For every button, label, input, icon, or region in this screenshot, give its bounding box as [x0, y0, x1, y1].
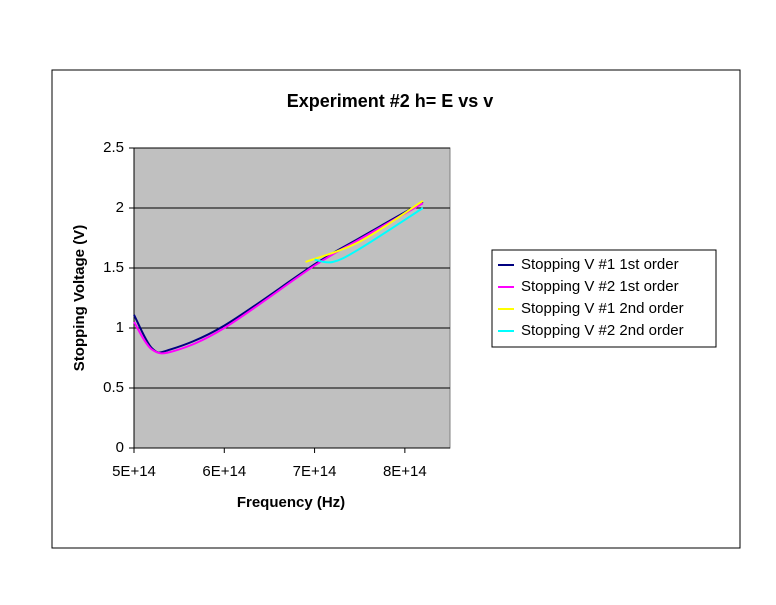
legend-label: Stopping V #1 1st order: [521, 256, 679, 273]
legend-label: Stopping V #2 2nd order: [521, 322, 684, 339]
x-tick-label: 6E+14: [202, 463, 246, 480]
y-tick-label: 1.5: [103, 259, 124, 276]
y-tick-label: 2.5: [103, 139, 124, 156]
y-tick-label: 2: [116, 199, 124, 216]
legend: [491, 249, 717, 348]
x-axis-label: Frequency (Hz): [237, 494, 345, 511]
y-tick-label: 0.5: [103, 379, 124, 396]
line-series: [133, 202, 424, 355]
chart-title: Experiment #2 h= E vs v: [287, 91, 494, 111]
x-tick-label: 5E+14: [112, 463, 156, 480]
y-tick-label: 0: [116, 439, 124, 456]
legend-label: Stopping V #1 2nd order: [521, 300, 684, 317]
line-series: [314, 207, 424, 264]
x-tick-label: 8E+14: [383, 463, 427, 480]
line-series: [305, 199, 424, 263]
y-tick-label: 1: [116, 319, 124, 336]
y-axis-label: Stopping Voltage (V): [71, 225, 88, 371]
x-tick-label: 7E+14: [293, 463, 337, 480]
plot-area: [133, 147, 451, 449]
legend-label: Stopping V #2 1st order: [521, 278, 679, 295]
